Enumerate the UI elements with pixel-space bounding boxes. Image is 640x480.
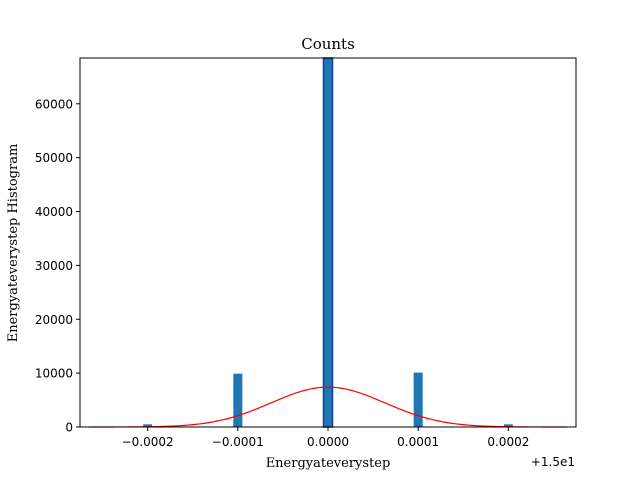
x-tick-label: 0.0000 (307, 435, 349, 449)
x-tick-label: −0.0001 (212, 435, 264, 449)
y-tick-label: 30000 (35, 259, 73, 273)
histogram-bar-0 (143, 424, 153, 427)
x-axis-ticks: −0.0002 −0.0001 0.0000 0.0001 0.0002 (122, 427, 529, 449)
histogram-bar-4 (503, 424, 513, 427)
y-axis-ticks: 0 10000 20000 30000 40000 50000 60000 (35, 97, 80, 435)
y-tick-label: 60000 (35, 97, 73, 111)
x-tick-label: −0.0002 (122, 435, 174, 449)
y-tick-label: 20000 (35, 313, 73, 327)
x-tick-label: 0.0001 (397, 435, 439, 449)
histogram-bar-2 (322, 57, 334, 428)
histogram-bar-3 (413, 372, 423, 427)
x-axis-offset-label: +1.5e1 (531, 455, 575, 469)
y-axis-label: Energyateverystep Histogram (6, 144, 21, 343)
x-axis-label: Energyateverystep (266, 456, 391, 471)
gaussian-fit-curve (89, 386, 567, 428)
y-tick-label: 40000 (35, 205, 73, 219)
chart-title: Counts (301, 35, 355, 53)
y-tick-label: 0 (65, 421, 73, 435)
y-tick-label: 50000 (35, 151, 73, 165)
x-tick-label: 0.0002 (487, 435, 529, 449)
histogram-bar-1 (233, 373, 243, 427)
y-tick-label: 10000 (35, 367, 73, 381)
